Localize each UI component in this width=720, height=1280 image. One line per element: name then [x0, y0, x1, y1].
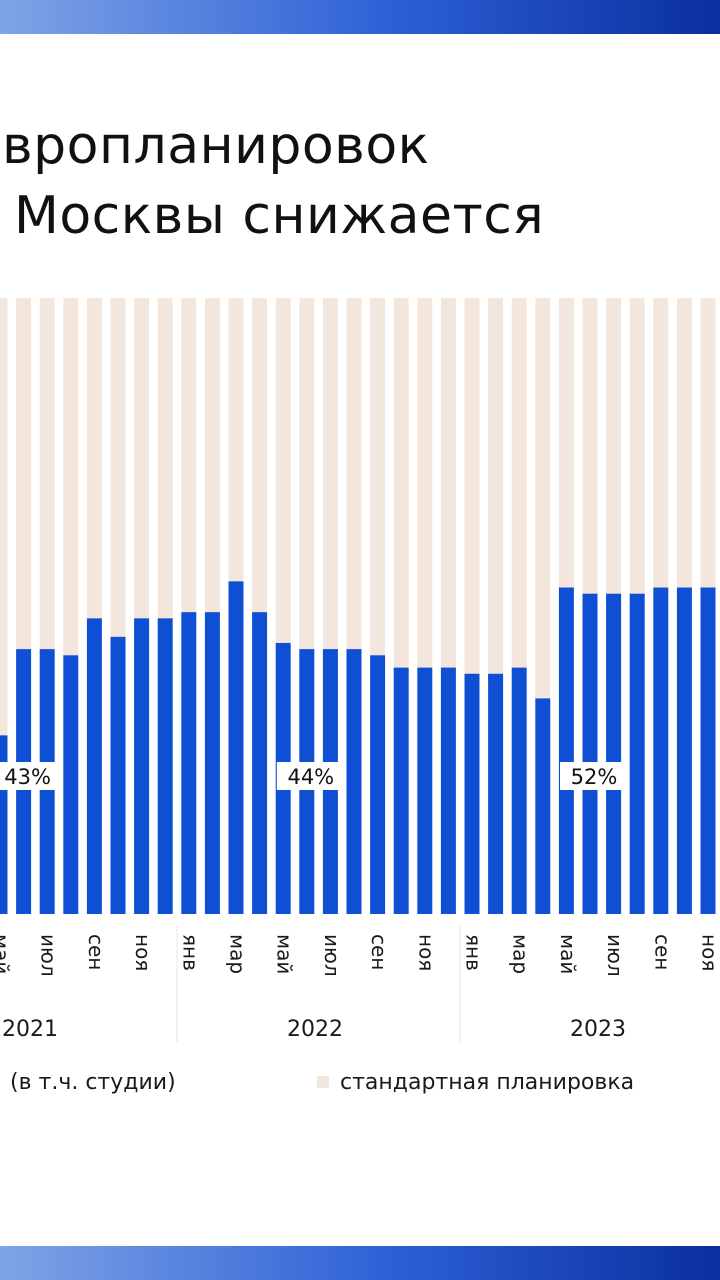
bar-standard: [63, 298, 79, 656]
bar-standard: [393, 298, 409, 668]
month-tick-label: ноя: [698, 934, 720, 971]
bar-share: [252, 612, 268, 914]
bar-share: [535, 698, 551, 914]
annotation-label: 52%: [571, 765, 618, 789]
bar-standard: [582, 298, 598, 594]
bar-share: [228, 581, 244, 914]
bar-share: [582, 593, 598, 914]
month-tick-label: сен: [367, 934, 391, 970]
bar-share: [181, 612, 197, 914]
month-tick-label: мар: [226, 934, 250, 974]
bar-share: [629, 593, 645, 914]
bar-share: [558, 587, 574, 914]
bar-standard: [370, 298, 386, 656]
bar-standard: [16, 298, 32, 650]
month-tick-label: янв: [178, 934, 202, 971]
bar-share: [606, 593, 622, 914]
month-tick-label: сен: [84, 934, 108, 970]
bar-standard: [275, 298, 291, 643]
stacked-bar-chart: 43% 44% 52%май июл сен ноя янв мар май июл сен ноя я…: [0, 298, 720, 1042]
bar-share: [417, 667, 433, 914]
year-label: 2022: [287, 1017, 343, 1042]
bar-share: [157, 618, 173, 914]
bar-share: [511, 667, 527, 914]
bar-standard: [700, 298, 716, 588]
annotation-bg: [0, 762, 62, 790]
bar-share: [86, 618, 102, 914]
annotation-label: 43%: [4, 765, 51, 789]
bar-standard: [110, 298, 126, 637]
month-tick-label: июл: [320, 934, 344, 977]
bar-standard: [134, 298, 150, 619]
bar-standard: [157, 298, 173, 619]
month-tick-label: май: [0, 934, 14, 974]
bar-share: [134, 618, 150, 914]
month-tick-label: июл: [37, 934, 61, 977]
bar-standard: [488, 298, 504, 674]
year-label: 2021: [2, 1017, 58, 1042]
bar-share: [346, 649, 362, 914]
bar-share: [204, 612, 220, 914]
legend-standard-label: стандартная планировка: [340, 1070, 635, 1095]
annotation-bg: [560, 762, 628, 790]
bar-share: [676, 587, 692, 914]
top-banner: [0, 0, 720, 34]
month-tick-label: мар: [509, 934, 533, 974]
bar-standard: [204, 298, 220, 613]
bar-standard: [299, 298, 315, 650]
bar-standard: [676, 298, 692, 588]
bar-share: [700, 587, 716, 914]
year-label: 2023: [570, 1017, 626, 1042]
bar-standard: [86, 298, 102, 619]
bar-standard: [511, 298, 527, 668]
month-tick-label: сен: [650, 934, 674, 970]
bar-share: [393, 667, 409, 914]
bar-standard: [535, 298, 551, 699]
annotation-label: 44%: [287, 765, 334, 789]
legend-share-label: (в т.ч. студии): [10, 1070, 176, 1095]
bar-standard: [228, 298, 244, 582]
bar-standard: [417, 298, 433, 668]
bottom-banner: [0, 1246, 720, 1280]
bar-standard: [252, 298, 268, 613]
bar-standard: [39, 298, 55, 650]
bar-share: [0, 735, 8, 914]
title-line-1: вропланировок: [2, 116, 430, 176]
bar-standard: [181, 298, 197, 613]
bar-share: [488, 673, 504, 914]
month-tick-label: янв: [462, 934, 486, 971]
bar-standard: [346, 298, 362, 650]
bar-standard: [464, 298, 480, 674]
bar-standard: [322, 298, 338, 650]
bar-share: [110, 636, 126, 914]
legend-standard-swatch: [317, 1076, 329, 1088]
bar-share: [370, 655, 386, 914]
bar-standard: [629, 298, 645, 594]
bar-standard: [606, 298, 622, 594]
bar-standard: [440, 298, 456, 668]
month-tick-label: июл: [603, 934, 627, 977]
bar-share: [653, 587, 669, 914]
bar-share: [63, 655, 79, 914]
bar-standard: [0, 298, 8, 736]
month-tick-label: май: [273, 934, 297, 974]
annotation-bg: [276, 762, 345, 790]
month-tick-label: ноя: [131, 934, 155, 971]
bar-standard: [558, 298, 574, 588]
month-tick-label: ноя: [414, 934, 438, 971]
bar-share: [464, 673, 480, 914]
month-tick-label: май: [556, 934, 580, 974]
bar-standard: [653, 298, 669, 588]
bar-share: [440, 667, 456, 914]
title-line-2: Москвы снижается: [14, 186, 545, 246]
